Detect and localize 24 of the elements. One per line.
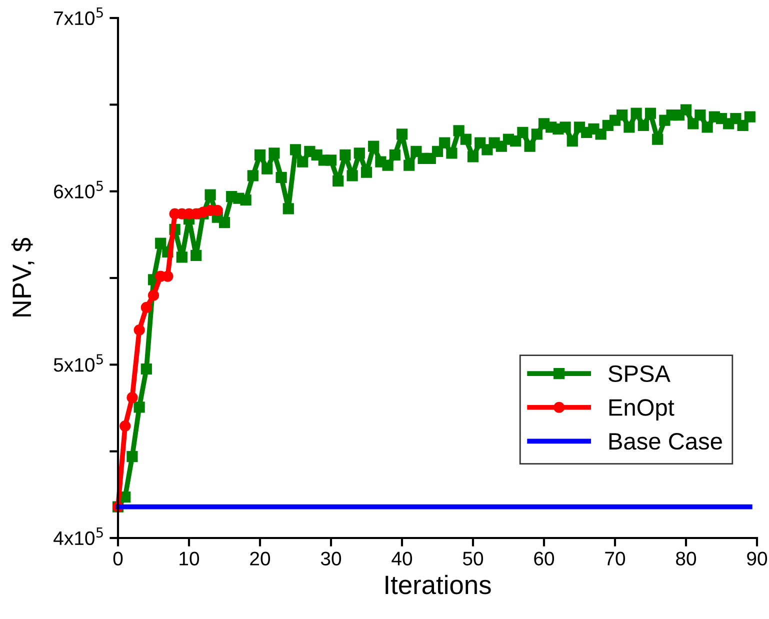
x-tick-label: 30 [320, 552, 342, 566]
x-tick-label: 20 [250, 552, 270, 566]
point [140, 302, 152, 314]
x-axis-title: Iterations [386, 574, 491, 594]
y-tick-label: 6x10$^{5}$ [54, 180, 103, 198]
x-tick-label: 60 [534, 552, 554, 566]
point [126, 392, 138, 404]
y-tick-label: 5x10$^{5}$ [54, 354, 103, 372]
x-tick-label: 0 [113, 552, 123, 566]
x-tick-label: 80 [676, 552, 696, 566]
y-axis-title: NPV, $ [11, 238, 34, 316]
point [120, 420, 131, 432]
point [148, 290, 160, 301]
y-tick-label: 7x10$^{5}$ [54, 8, 103, 26]
x-tick-label: 10 [180, 552, 200, 566]
legend-label: EnOpt [609, 399, 674, 421]
legend-label: SPSA [608, 365, 670, 382]
y-tick-label: 4x10$^{5}$ [54, 528, 103, 546]
x-tick-label: 50 [462, 552, 484, 566]
point [134, 324, 145, 336]
x-tick-label: 40 [392, 552, 412, 566]
x-tick-label: 70 [605, 552, 626, 566]
legend-label: Base Case [609, 432, 722, 450]
x-tick-label: 90 [747, 552, 768, 566]
